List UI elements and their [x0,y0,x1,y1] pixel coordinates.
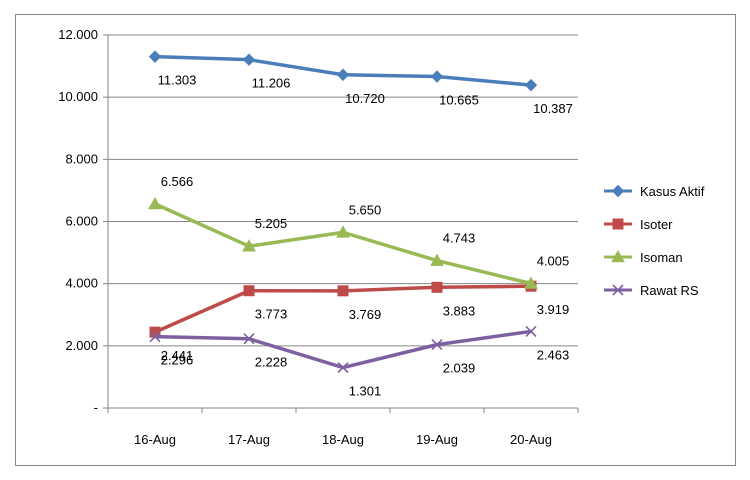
point-rawat-rs [431,339,443,351]
point-rawat-rs [243,333,255,345]
data-label-kasus-aktif: 10.720 [345,91,385,106]
data-label-kasus-aktif: 11.206 [252,76,291,91]
axes [103,34,579,413]
data-label-rawat-rs: 2.228 [255,355,288,370]
point-rawat-rs [337,361,349,374]
legend-marker-isoter [612,218,624,230]
y-tick-label: 6.000 [65,214,98,229]
legend-marker-rawat-rs-stroke [612,284,624,296]
chart-frame: - 2.000 4.000 6.000 8.000 10.000 12.000 16-Aug… [15,14,736,466]
point-isoter [243,285,255,297]
point-rawat-rs-stroke [149,331,161,343]
legend-label-isoman: Isoman [640,250,683,265]
point-rawat-rs-stroke [431,339,443,351]
point-isoman [148,196,162,210]
data-label-isoter: 3.769 [349,307,382,322]
y-tick-label: 8.000 [65,151,98,166]
data-label-rawat-rs: 1.301 [349,384,382,399]
point-rawat-rs-stroke [337,361,349,374]
data-label-rawat-rs: 2.039 [443,361,476,376]
data-label-kasus-aktif: 10.387 [533,101,573,116]
data-label-isoman: 4.743 [443,231,476,246]
data-label-rawat-rs: 2.463 [537,347,570,362]
point-kasus-aktif [148,50,162,63]
x-tick-label: 16-Aug [134,432,176,447]
data-labels: 11.303 11.206 10.720 10.665 10.387 2.441 3.773… [158,73,573,399]
y-tick-label: 4.000 [65,276,98,291]
legend-marker-rawat-rs [612,284,624,296]
data-label-isoman: 6.566 [161,174,194,189]
point-rawat-rs [525,325,537,338]
legend-item-isoter: Isoter [604,217,673,232]
data-label-isoter: 3.773 [255,307,288,322]
point-isoter [431,281,443,293]
y-axis-tick-labels: - 2.000 4.000 6.000 8.000 10.000 12.000 [58,27,98,415]
point-kasus-aktif [430,70,444,83]
point-isoman [242,239,256,252]
data-label-isoman: 5.205 [255,216,288,231]
data-label-isoter: 2.441 [161,348,194,363]
legend-item-rawat-rs: Rawat RS [604,283,699,298]
data-label-isoman: 4.005 [537,254,570,269]
legend-marker-isoman [611,249,625,263]
legend-label-rawat-rs: Rawat RS [640,283,699,298]
point-rawat-rs-stroke [243,333,255,345]
y-tick-label: 10.000 [58,89,98,104]
series-layer [148,50,538,374]
data-label-isoter: 3.919 [537,302,570,317]
point-isoman [524,276,538,289]
point-rawat-rs [149,331,161,343]
data-label-isoman: 5.650 [349,202,382,217]
legend: Kasus Aktif Isoter Isoman Rawat RS [604,184,705,298]
data-label-kasus-aktif: 10.665 [439,92,479,107]
point-rawat-rs-stroke [525,325,537,338]
y-tick-label: - [94,400,98,415]
legend-item-isoman: Isoman [604,249,683,265]
legend-label-kasus-aktif: Kasus Aktif [640,184,705,199]
gridlines [108,34,578,347]
y-tick-label: 12.000 [58,27,98,42]
point-kasus-aktif [524,78,538,92]
point-isoman [430,253,444,266]
point-kasus-aktif [336,68,350,81]
point-kasus-aktif [242,53,256,66]
x-axis-tick-labels: 16-Aug 17-Aug 18-Aug 19-Aug 20-Aug [134,432,552,447]
point-isoman [336,225,350,238]
x-tick-label: 18-Aug [322,432,364,447]
data-label-rawat-rs: 2.296 [161,353,194,368]
legend-label-isoter: Isoter [640,217,673,232]
legend-item-kasus-aktif: Kasus Aktif [604,184,705,199]
line-chart: - 2.000 4.000 6.000 8.000 10.000 12.000 16-Aug… [58,27,705,447]
point-isoter [337,285,349,297]
y-tick-label: 2.000 [65,338,98,353]
x-tick-label: 17-Aug [228,432,270,447]
data-label-isoter: 3.883 [443,303,476,318]
x-tick-label: 19-Aug [416,432,458,447]
x-tick-label: 20-Aug [510,432,552,447]
data-label-kasus-aktif: 11.303 [158,73,197,88]
legend-marker-kasus-aktif [611,184,625,198]
